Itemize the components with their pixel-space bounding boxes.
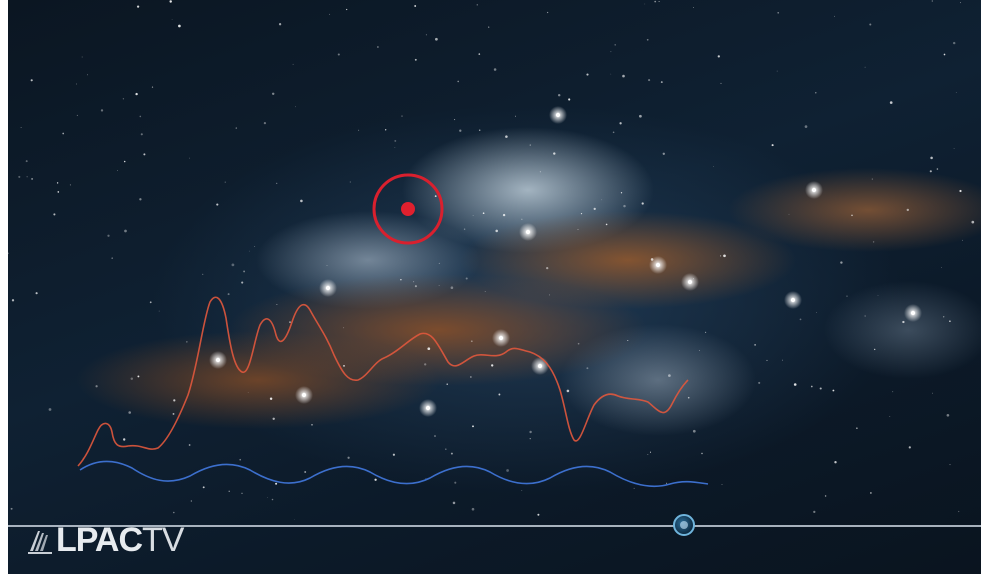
progress-knob-icon[interactable] [673,514,695,536]
channel-logo: LPACTV [28,520,184,560]
logo-suffix: TV [142,521,184,559]
blue-waveform [79,460,709,488]
target-reticle-icon [372,173,444,245]
video-frame: LPACTV [8,0,981,574]
nebula-starfield [8,0,975,520]
lpac-logo-mark-icon [28,531,52,554]
logo-brand: LPAC [56,521,143,559]
red-waveform [77,296,689,467]
playback-timeline[interactable] [8,525,981,527]
channel-logo-text: LPACTV [56,521,184,559]
data-overlay [77,173,709,488]
